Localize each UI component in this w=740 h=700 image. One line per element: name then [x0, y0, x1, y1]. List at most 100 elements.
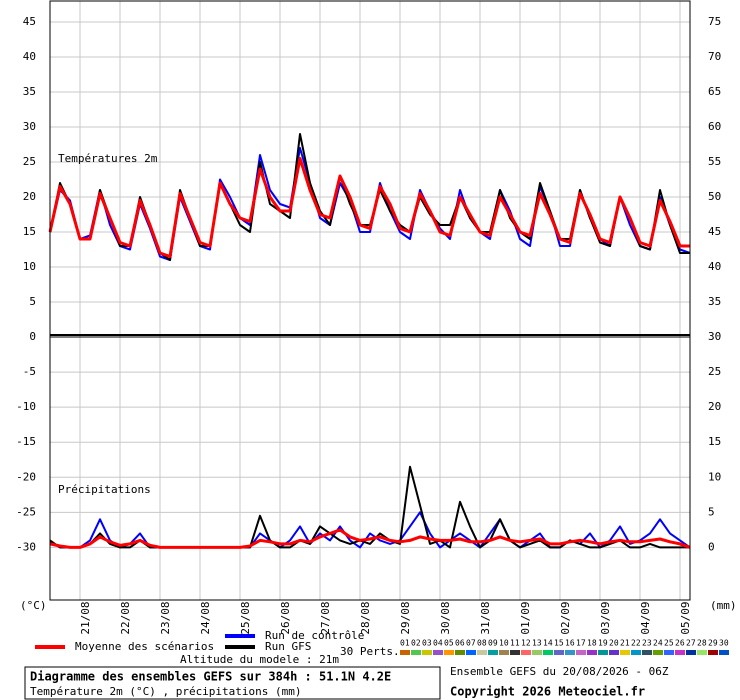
- y2-tick-label: 70: [708, 50, 721, 63]
- pert-swatch: [477, 650, 487, 655]
- pert-label: 26: [675, 639, 685, 648]
- y-tick-label: 20: [23, 190, 36, 203]
- pert-swatch: [598, 650, 608, 655]
- x-tick-label: 30/08: [439, 601, 452, 634]
- pert-swatch: [499, 650, 509, 655]
- pert-label: 11: [510, 639, 520, 648]
- y-tick-label: 30: [23, 120, 36, 133]
- pert-swatch: [488, 650, 498, 655]
- y-tick-label: 5: [29, 295, 36, 308]
- y2-tick-label: 40: [708, 260, 721, 273]
- y2-tick-label: 60: [708, 120, 721, 133]
- pert-label: 14: [543, 639, 553, 648]
- pert-label: 12: [521, 639, 531, 648]
- y2-tick-label: 75: [708, 15, 721, 28]
- pert-label: 08: [477, 639, 487, 648]
- footer-copyright: Copyright 2026 Meteociel.fr: [450, 685, 645, 699]
- pert-label: 10: [499, 639, 509, 648]
- y2-tick-label: 25: [708, 365, 721, 378]
- y-tick-label: 45: [23, 15, 36, 28]
- x-tick-label: 21/08: [79, 601, 92, 634]
- y-tick-label: 15: [23, 225, 36, 238]
- panel-title: Températures 2m: [58, 152, 158, 165]
- pert-label: 25: [664, 639, 674, 648]
- x-tick-label: 24/08: [199, 601, 212, 634]
- y2-tick-label: 5: [708, 505, 715, 518]
- x-tick-label: 27/08: [319, 601, 332, 634]
- pert-swatch: [587, 650, 597, 655]
- plot-frame: [49, 336, 691, 601]
- y2-tick-label: 55: [708, 155, 721, 168]
- panel-title: Précipitations: [58, 483, 151, 496]
- y-tick-label: -20: [16, 470, 36, 483]
- pert-swatch: [400, 650, 410, 655]
- y-tick-label: 0: [29, 330, 36, 343]
- y-tick-label: 40: [23, 50, 36, 63]
- y-tick-label: -10: [16, 400, 36, 413]
- pert-swatch: [433, 650, 443, 655]
- footer-title: Diagramme des ensembles GEFS sur 384h : …: [30, 670, 391, 684]
- y-tick-label: -5: [23, 365, 36, 378]
- pert-label: 18: [587, 639, 597, 648]
- x-tick-label: 26/08: [279, 601, 292, 634]
- pert-swatch: [444, 650, 454, 655]
- pert-swatch: [620, 650, 630, 655]
- y2-axis-label: (mm): [710, 599, 737, 612]
- pert-swatch: [576, 650, 586, 655]
- pert-label: 04: [433, 639, 443, 648]
- pert-swatch: [719, 650, 729, 655]
- pert-swatch: [466, 650, 476, 655]
- pert-label: 19: [598, 639, 608, 648]
- pert-swatch: [554, 650, 564, 655]
- pert-swatch: [543, 650, 553, 655]
- x-tick-label: 23/08: [159, 601, 172, 634]
- x-tick-label: 31/08: [479, 601, 492, 634]
- altitude: Altitude du modele : 21m: [180, 653, 339, 666]
- pert-label: 15: [554, 639, 564, 648]
- plot-area: [49, 336, 691, 601]
- legend-label: Moyenne des scénarios: [75, 640, 214, 653]
- pert-swatch: [642, 650, 652, 655]
- x-tick-label: 03/09: [599, 601, 612, 634]
- pert-swatch: [411, 650, 421, 655]
- y2-tick-label: 35: [708, 295, 721, 308]
- pert-swatch: [510, 650, 520, 655]
- pert-label: 21: [620, 639, 630, 648]
- x-tick-label: 28/08: [359, 601, 372, 634]
- pert-label: 13: [532, 639, 542, 648]
- x-tick-label: 25/08: [239, 601, 252, 634]
- pert-swatch: [675, 650, 685, 655]
- plot-area: [49, 0, 691, 338]
- series-line: [48, 157, 690, 258]
- y-tick-label: -25: [16, 505, 36, 518]
- pert-swatch: [532, 650, 542, 655]
- y2-tick-label: 10: [708, 470, 721, 483]
- y2-tick-label: 20: [708, 400, 721, 413]
- pert-swatch: [653, 650, 663, 655]
- pert-swatch: [697, 650, 707, 655]
- pert-swatch: [609, 650, 619, 655]
- x-axis-label: (°C): [20, 599, 47, 612]
- pert-swatch: [422, 650, 432, 655]
- perts-label: 30 Perts.: [340, 645, 400, 658]
- legend-label: Run de contrôle: [265, 629, 364, 642]
- pert-swatch: [521, 650, 531, 655]
- pert-label: 27: [686, 639, 696, 648]
- x-tick-label: 02/09: [559, 601, 572, 634]
- y-tick-label: 10: [23, 260, 36, 273]
- pert-label: 06: [455, 639, 465, 648]
- x-tick-label: 29/08: [399, 601, 412, 634]
- x-tick-label: 05/09: [679, 601, 692, 634]
- pert-label: 01: [400, 639, 410, 648]
- y2-tick-label: 65: [708, 85, 721, 98]
- y-tick-label: 35: [23, 85, 36, 98]
- pert-swatch: [565, 650, 575, 655]
- x-tick-label: 22/08: [119, 601, 132, 634]
- y-tick-label: 25: [23, 155, 36, 168]
- y2-tick-label: 50: [708, 190, 721, 203]
- x-tick-label: 01/09: [519, 601, 532, 634]
- pert-label: 17: [576, 639, 586, 648]
- y2-tick-label: 30: [708, 330, 721, 343]
- pert-label: 20: [609, 639, 619, 648]
